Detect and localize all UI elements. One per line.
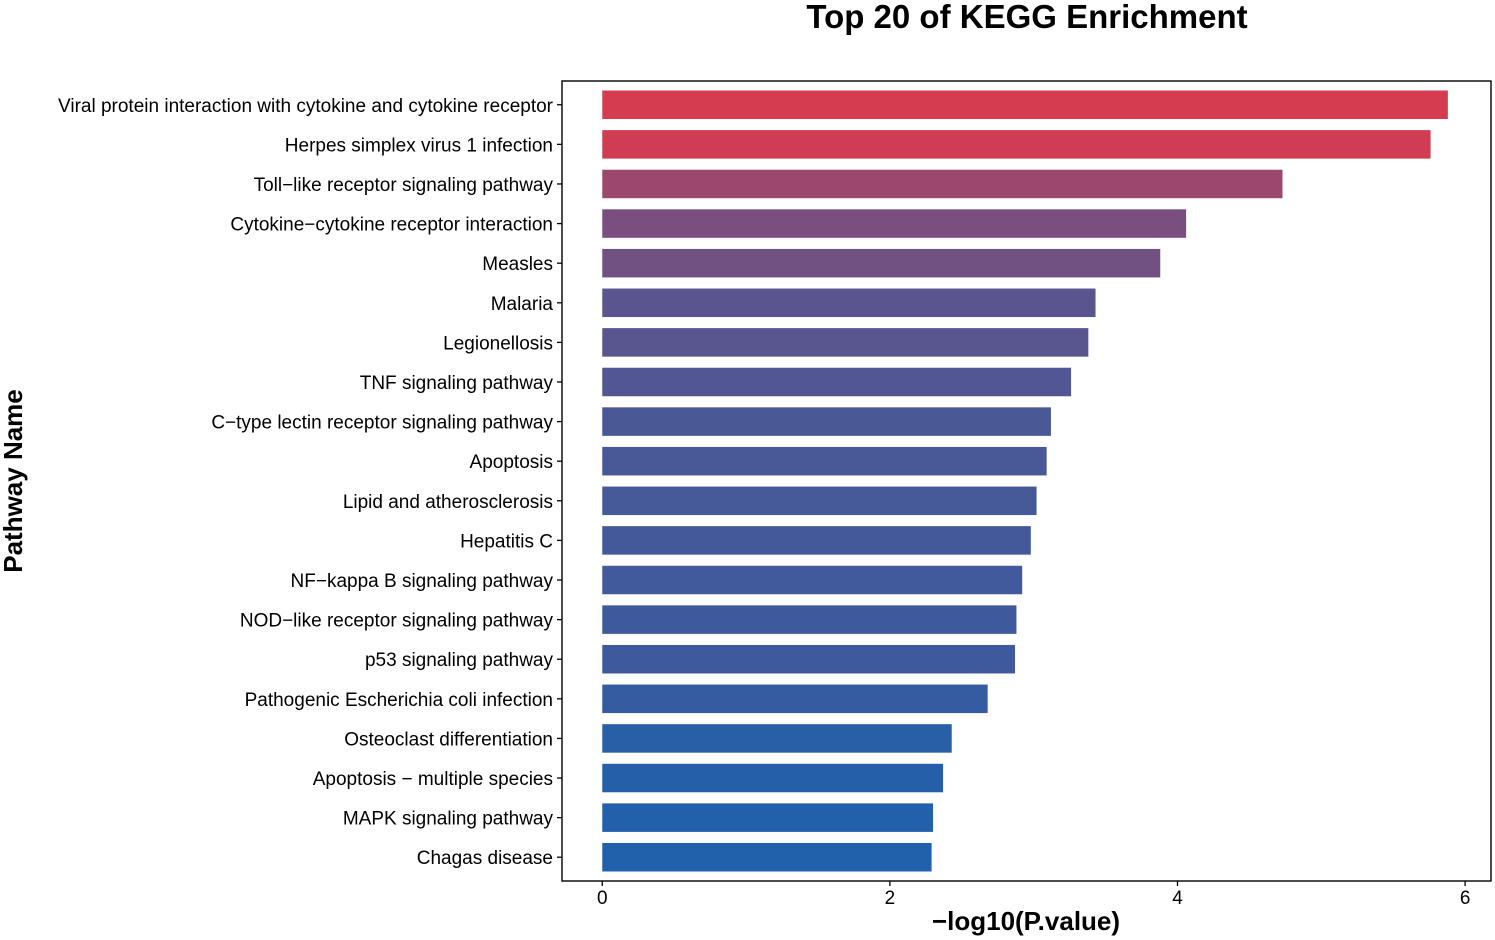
bar	[602, 328, 1089, 357]
y-tick-label: Herpes simplex virus 1 infection	[285, 135, 553, 156]
x-axis-title: −log10(P.value)	[932, 906, 1120, 936]
y-tick-labels: Viral protein interaction with cytokine …	[58, 96, 554, 869]
bar	[602, 288, 1096, 318]
y-tick-label: p53 signaling pathway	[365, 650, 554, 671]
bar	[602, 644, 1015, 674]
y-tick-label: Chagas disease	[417, 848, 553, 869]
x-tick-label: 6	[1460, 888, 1471, 909]
chart-title: Top 20 of KEGG Enrichment	[806, 0, 1247, 35]
bar	[602, 684, 988, 714]
y-ticks	[557, 104, 562, 858]
bar	[602, 763, 944, 793]
bar	[602, 209, 1187, 238]
bar	[602, 407, 1051, 436]
y-tick-label: C−type lectin receptor signaling pathway	[211, 413, 553, 434]
bar	[602, 803, 934, 832]
x-tick-label: 4	[1172, 888, 1183, 909]
y-tick-label: Apoptosis − multiple species	[313, 769, 553, 790]
y-tick-label: TNF signaling pathway	[360, 373, 554, 394]
x-ticks: 0 2 4 6	[597, 881, 1470, 909]
y-axis-title: Pathway Name	[0, 389, 28, 573]
y-tick-label: MAPK signaling pathway	[343, 809, 554, 830]
y-tick-label: NF−kappa B signaling pathway	[291, 571, 554, 592]
y-tick-label: Pathogenic Escherichia coli infection	[245, 690, 553, 711]
bar	[602, 248, 1161, 278]
y-tick-label: Malaria	[491, 294, 554, 315]
bar	[602, 130, 1431, 159]
x-tick-label: 2	[885, 888, 896, 909]
bar	[602, 90, 1448, 120]
y-tick-label: Lipid and atherosclerosis	[343, 492, 553, 513]
bar	[602, 565, 1023, 595]
y-tick-label: Cytokine−cytokine receptor interaction	[230, 215, 553, 236]
bar	[602, 446, 1047, 476]
y-tick-label: Hepatitis C	[460, 531, 553, 552]
plot-panel-border	[561, 80, 1492, 882]
y-tick-label: Measles	[482, 254, 553, 275]
x-tick-label: 0	[597, 888, 608, 909]
bar	[602, 724, 952, 753]
bar	[602, 169, 1283, 199]
y-tick-label: NOD−like receptor signaling pathway	[240, 611, 554, 632]
y-tick-label: Apoptosis	[470, 452, 553, 473]
y-tick-label: Toll−like receptor signaling pathway	[254, 175, 554, 196]
y-tick-label: Viral protein interaction with cytokine …	[58, 96, 554, 117]
bars-group	[602, 90, 1448, 872]
bar	[602, 526, 1031, 555]
y-tick-label: Osteoclast differentiation	[344, 729, 553, 750]
bar	[602, 486, 1037, 516]
bar	[602, 605, 1017, 634]
bar	[602, 842, 932, 872]
y-tick-label: Legionellosis	[443, 333, 553, 354]
bar	[602, 367, 1072, 397]
